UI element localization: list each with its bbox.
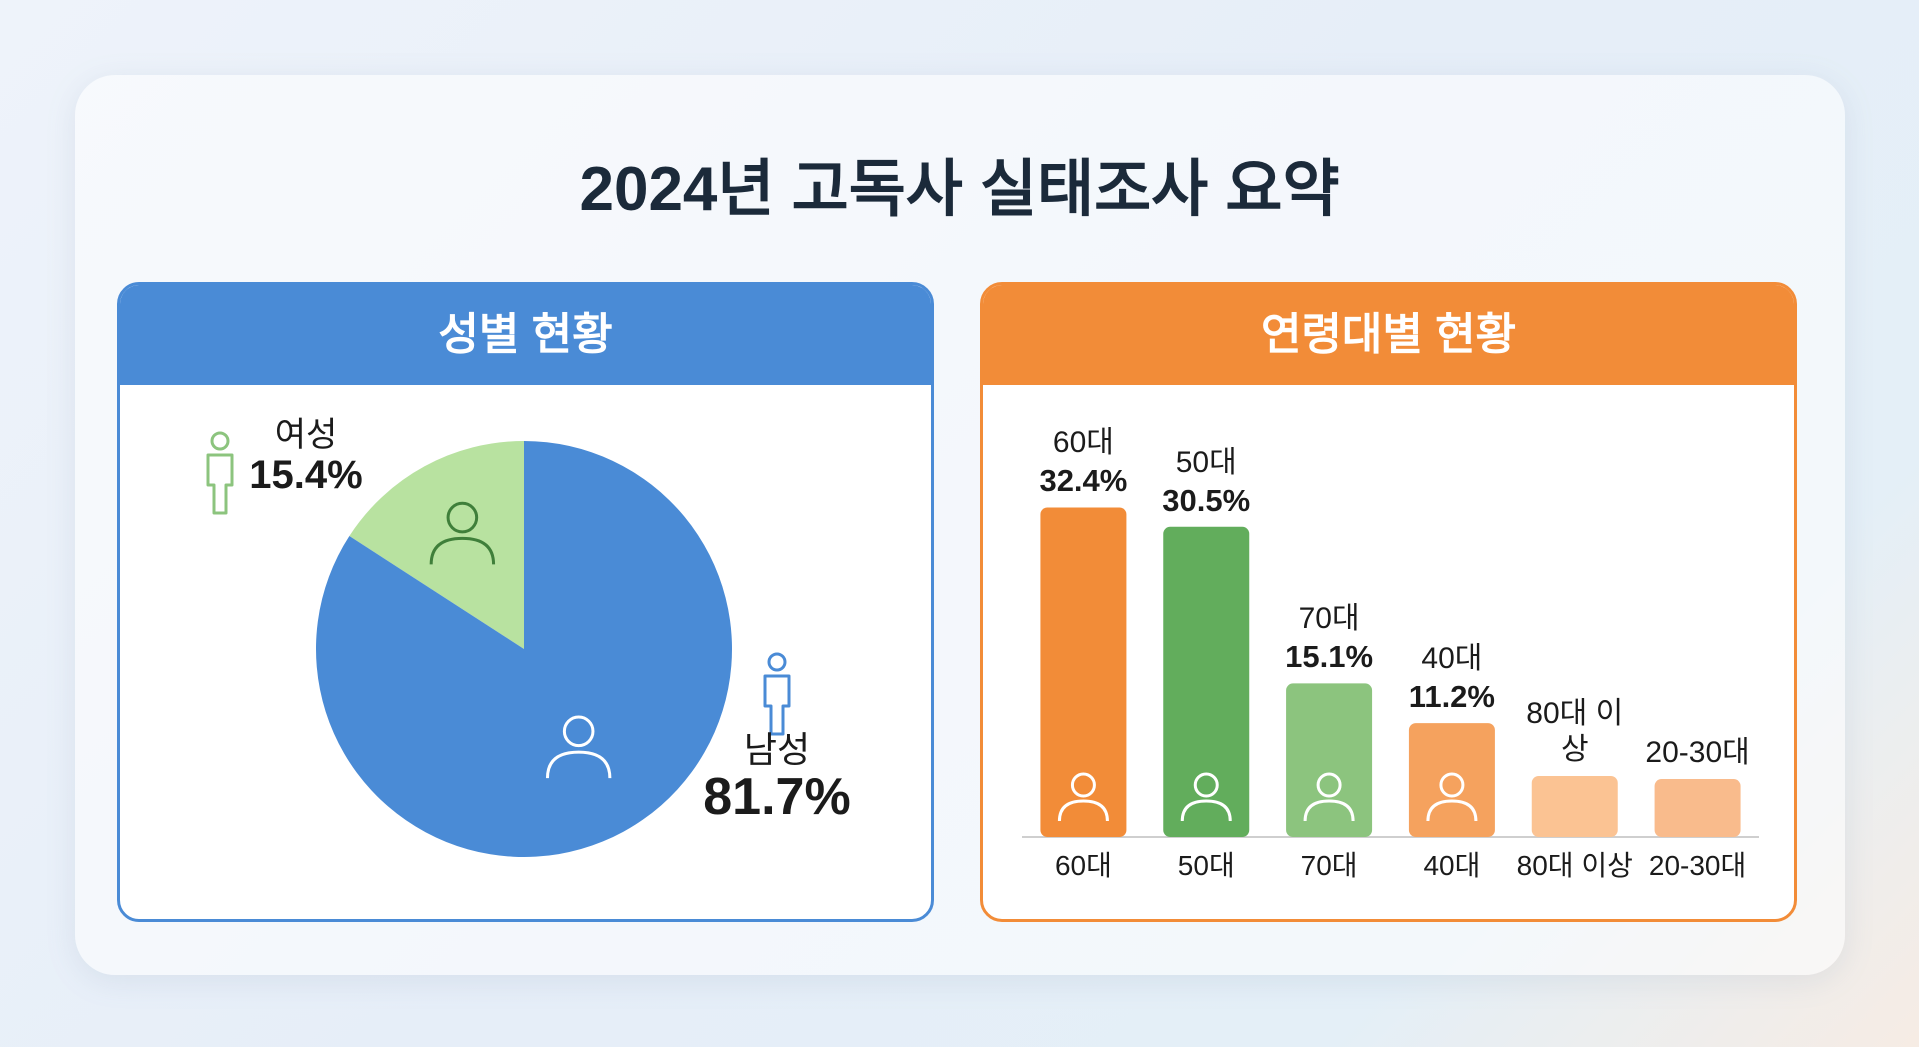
x-tick-label: 70대 [1300,850,1358,881]
bar-category-label: 40대 [1421,642,1483,676]
bar-category-label: 80대 이상 [1526,696,1624,766]
value-label: 11.2% [1408,678,1495,714]
legend-label: 여성 [274,415,338,454]
icon [1426,799,1478,822]
icon [763,674,791,736]
bar [1408,723,1495,837]
icon [1057,799,1109,822]
x-tick-label: 60대 [1054,850,1112,881]
icon [1439,772,1465,798]
icon [1303,799,1355,822]
value-label: 81.7% [703,767,851,826]
x-tick-label: 50대 [1177,850,1235,881]
bar [1040,507,1127,837]
bar [1531,775,1618,837]
x-tick-label: 80대 이상 [1516,850,1633,881]
icon [545,750,612,779]
panel-title: 연령대별 현황 [983,285,1794,385]
bar-category-label: 50대 [1175,445,1237,479]
x-tick-label: 20-30대 [1648,850,1747,881]
panel-title: 성별 현황 [120,285,931,385]
bar [1654,779,1741,837]
value-label: 32.4% [1039,463,1128,499]
bar-category-label: 70대 [1298,602,1360,636]
icon [1180,799,1232,822]
icon [767,652,787,672]
bar [1286,683,1373,837]
value-label: 30.5% [1162,482,1251,518]
bar [1163,526,1250,837]
bar-category-label: 60대 [1052,426,1114,460]
pie-slice [316,441,733,857]
icon [446,501,479,534]
icon [1316,772,1342,798]
icon [206,453,234,515]
x-tick-label: 40대 [1423,850,1481,881]
value-label: 15.4% [249,453,363,497]
icon [210,431,230,451]
page-title: 2024년 고독사 실태조사 요약 [579,155,1340,224]
value-label: 15.1% [1285,639,1374,675]
icon [1070,772,1096,798]
bar-category-label: 20-30대 [1645,736,1750,770]
icon [562,715,595,748]
legend-label: 남성 [743,729,811,771]
icon [429,536,496,565]
icon [1193,772,1219,798]
